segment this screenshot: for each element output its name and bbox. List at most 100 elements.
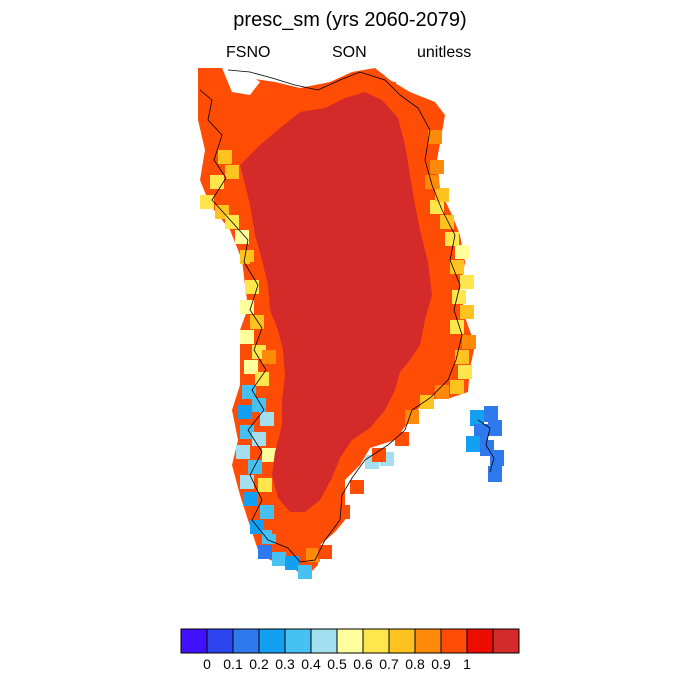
grid-cell: [240, 250, 254, 264]
grid-cell: [240, 330, 254, 344]
grid-cell: [285, 556, 299, 570]
colorbar-bin: [388, 628, 416, 654]
grid-cell: [272, 520, 286, 534]
grid-cell: [244, 360, 258, 374]
colorbar-bin: [180, 628, 208, 654]
units-label: unitless: [417, 44, 472, 61]
grid-cell: [305, 92, 319, 106]
grid-cell: [240, 425, 254, 439]
grid-cell: [430, 200, 444, 214]
grid-cell: [235, 230, 249, 244]
colorbar-tick-label: 0.8: [405, 656, 425, 672]
colorbar-tick-label: 0.9: [431, 656, 451, 672]
colorbar-bin: [232, 628, 260, 654]
colorbar-bin: [492, 628, 520, 654]
island-cell: [466, 436, 480, 452]
grid-cell: [460, 275, 474, 289]
grid-cell: [435, 385, 449, 399]
grid-cell: [462, 335, 476, 349]
grid-cell: [445, 232, 459, 246]
island-coastline: [477, 419, 495, 473]
grid-cell: [218, 150, 232, 164]
colorbar-bin: [440, 628, 468, 654]
grid-cell: [215, 118, 229, 132]
grid-cell: [318, 545, 332, 559]
island-cell: [488, 466, 502, 482]
grid-cell: [255, 372, 269, 386]
colorbar-bin: [310, 628, 338, 654]
colorbar-bin: [284, 628, 312, 654]
grid-cell: [238, 405, 252, 419]
grid-cell: [306, 548, 320, 562]
island-cell: [488, 420, 502, 436]
grid-cell: [460, 305, 474, 319]
fjord-gap: [222, 68, 260, 95]
grid-cell: [262, 448, 276, 462]
grid-cell: [258, 545, 272, 559]
colorbar-tick-label: 0.2: [249, 656, 269, 672]
grid-cell: [205, 130, 219, 144]
grid-cell: [210, 175, 224, 189]
grid-cell: [288, 528, 302, 542]
colorbar-tick-label: 1: [463, 656, 471, 672]
grid-cell: [425, 175, 439, 189]
grid-cell: [250, 262, 264, 276]
colorbar-tick-label: 0.6: [353, 656, 373, 672]
grid-cell: [285, 88, 299, 102]
grid-cell: [410, 120, 424, 134]
variable-label: FSNO: [226, 44, 271, 61]
grid-cell: [200, 108, 214, 122]
grid-cell: [420, 395, 434, 409]
grid-cell: [430, 160, 444, 174]
grid-cell: [365, 75, 379, 89]
grid-cell: [242, 385, 256, 399]
grid-cell: [245, 280, 259, 294]
grid-cell: [345, 82, 359, 96]
grid-cell: [225, 165, 239, 179]
grid-cell: [244, 492, 258, 506]
grid-cell: [252, 398, 266, 412]
page-title: presc_sm (yrs 2060-2079): [233, 9, 467, 31]
grid-cell: [236, 445, 250, 459]
grid-cell: [212, 92, 226, 106]
grid-cell: [325, 90, 339, 104]
grid-cell: [260, 505, 274, 519]
grid-cell: [458, 365, 472, 379]
island-cell: [484, 406, 498, 422]
grid-cell: [320, 515, 334, 529]
grid-cell: [455, 350, 469, 364]
colorbar-tick-label: 0.5: [327, 656, 347, 672]
colorbar-tick-label: 0.3: [275, 656, 295, 672]
colorbar-bin: [466, 628, 494, 654]
island-cell: [490, 450, 504, 466]
season-label: SON: [332, 44, 367, 61]
colorbar-bin: [336, 628, 364, 654]
grid-cell: [420, 145, 434, 159]
grid-cell: [450, 380, 464, 394]
grid-cell: [262, 350, 276, 364]
grid-cell: [260, 412, 274, 426]
grid-cell: [452, 290, 466, 304]
grid-cell: [455, 245, 469, 259]
colorbar-bin: [362, 628, 390, 654]
colorbar-tick-label: 0: [203, 656, 211, 672]
colorbar-tick-label: 0.1: [223, 656, 243, 672]
colorbar-bin: [206, 628, 234, 654]
grid-cell: [336, 505, 350, 519]
grid-cell: [262, 82, 276, 96]
coastline: [199, 69, 463, 563]
colorbar-tick-label: 0.4: [301, 656, 321, 672]
grid-cell: [382, 82, 396, 96]
colorbar-bin: [414, 628, 442, 654]
colorbar-bin: [258, 628, 286, 654]
grid-cell: [298, 565, 312, 579]
ice-interior: [240, 92, 432, 512]
grid-cell: [435, 188, 449, 202]
grid-cell: [450, 260, 464, 274]
grid-cell: [372, 448, 386, 462]
grid-cell: [248, 460, 262, 474]
grid-cell: [198, 82, 212, 96]
grid-cell: [240, 475, 254, 489]
